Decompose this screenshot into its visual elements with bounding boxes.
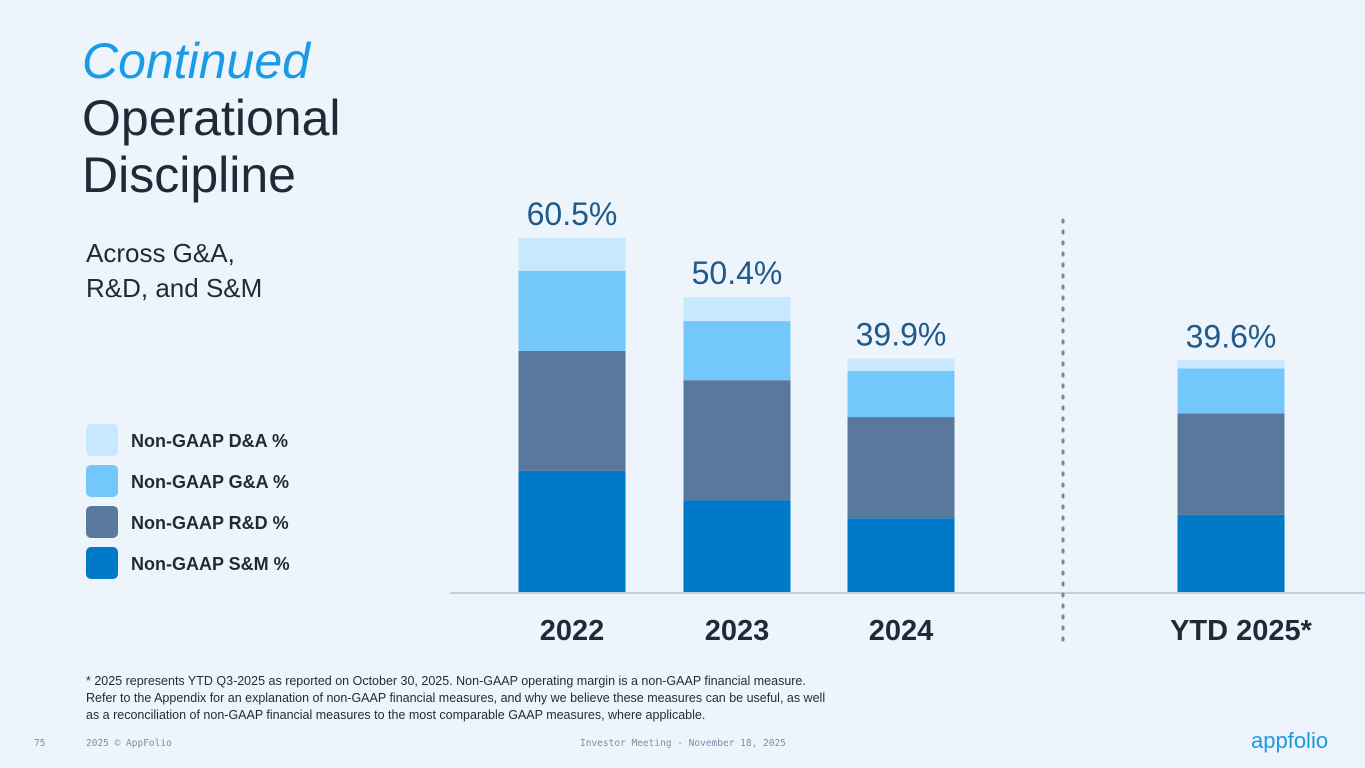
footnote: * 2025 represents YTD Q3-2025 as reporte… xyxy=(86,674,806,688)
x-tick-label: YTD 2025* xyxy=(1170,615,1313,647)
logo: appfolio xyxy=(1251,728,1328,753)
legend-label: Non-GAAP R&D % xyxy=(131,513,289,533)
bar-segment xyxy=(847,518,955,592)
copyright: 2025 © AppFolio xyxy=(86,738,172,749)
bar-segment xyxy=(518,470,626,592)
legend-swatch xyxy=(86,424,118,456)
title-highlight: Continued xyxy=(82,33,312,89)
subtitle: Across G&A, xyxy=(86,238,235,268)
bar-segment xyxy=(847,370,955,418)
bar-segment xyxy=(847,417,955,519)
bar-segment xyxy=(518,350,626,471)
bar-segment xyxy=(1177,360,1285,369)
legend-label: Non-GAAP G&A % xyxy=(131,472,289,492)
bar-segment xyxy=(683,380,791,501)
bar-segment xyxy=(1177,413,1285,515)
legend-label: Non-GAAP S&M % xyxy=(131,554,290,574)
subtitle: R&D, and S&M xyxy=(86,273,262,303)
legend-swatch xyxy=(86,506,118,538)
x-tick-label: 2022 xyxy=(540,615,605,647)
bar-segment xyxy=(1177,514,1285,592)
title: Discipline xyxy=(82,147,296,203)
bar-segment xyxy=(518,238,626,271)
footnote: as a reconciliation of non-GAAP financia… xyxy=(86,708,705,722)
bar-segment xyxy=(683,500,791,592)
bar-segment xyxy=(518,270,626,351)
total-label: 60.5% xyxy=(527,196,618,232)
total-label: 39.9% xyxy=(856,317,947,353)
x-tick-label: 2024 xyxy=(869,615,934,647)
bar-segment xyxy=(1177,368,1285,414)
event: Investor Meeting - November 18, 2025 xyxy=(580,738,786,749)
page-number: 75 xyxy=(34,738,45,749)
x-tick-label: 2023 xyxy=(705,615,770,647)
bar-segment xyxy=(847,358,955,371)
total-label: 39.6% xyxy=(1186,318,1277,354)
total-label: 50.4% xyxy=(692,255,783,291)
legend-swatch xyxy=(86,465,118,497)
bar-segment xyxy=(683,297,791,322)
title: Operational xyxy=(82,90,341,146)
legend-label: Non-GAAP D&A % xyxy=(131,431,288,451)
legend-swatch xyxy=(86,547,118,579)
bar-segment xyxy=(683,321,791,381)
footnote: Refer to the Appendix for an explanation… xyxy=(86,691,825,705)
